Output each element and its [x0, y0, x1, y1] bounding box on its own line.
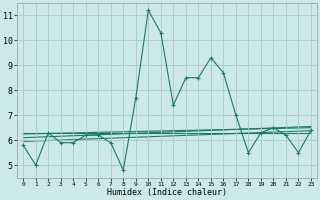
X-axis label: Humidex (Indice chaleur): Humidex (Indice chaleur): [107, 188, 227, 197]
